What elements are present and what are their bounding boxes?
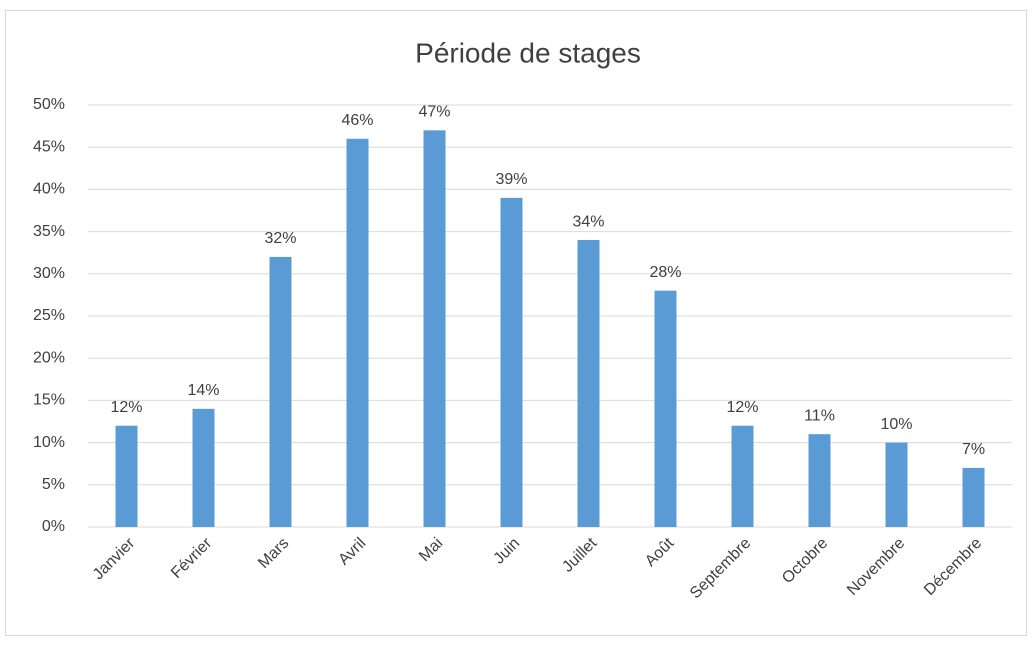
bar (423, 130, 446, 527)
y-tick-label: 0% (42, 518, 65, 535)
data-label: 28% (649, 264, 681, 281)
data-label: 32% (264, 230, 296, 247)
data-label: 10% (880, 416, 912, 433)
y-tick-label: 40% (33, 181, 65, 198)
y-tick-label: 20% (33, 349, 65, 366)
y-tick-label: 5% (42, 476, 65, 493)
data-label: 47% (418, 104, 450, 121)
bar (269, 256, 292, 527)
data-label: 12% (110, 399, 142, 416)
bar (654, 290, 677, 527)
y-tick-label: 50% (33, 96, 65, 113)
data-label: 7% (962, 441, 985, 458)
data-label: 46% (341, 112, 373, 129)
y-tick-label: 30% (33, 265, 65, 282)
y-tick-label: 35% (33, 223, 65, 240)
bar (885, 442, 908, 527)
data-label: 11% (804, 407, 835, 424)
bar (731, 425, 754, 527)
bar (577, 240, 600, 528)
y-tick-label: 15% (33, 392, 65, 409)
bar (500, 197, 523, 527)
bar (346, 138, 369, 527)
data-label: 39% (495, 171, 527, 188)
data-label: 34% (572, 213, 604, 230)
y-tick-label: 10% (33, 434, 65, 451)
y-tick-label: 45% (33, 138, 65, 155)
y-tick-label: 25% (33, 307, 65, 324)
chart-title: Période de stages (415, 37, 641, 68)
bar (962, 467, 985, 527)
data-label: 12% (726, 399, 758, 416)
bar (115, 425, 138, 527)
data-label: 14% (187, 382, 219, 399)
bar (192, 408, 215, 527)
bar (808, 434, 831, 527)
